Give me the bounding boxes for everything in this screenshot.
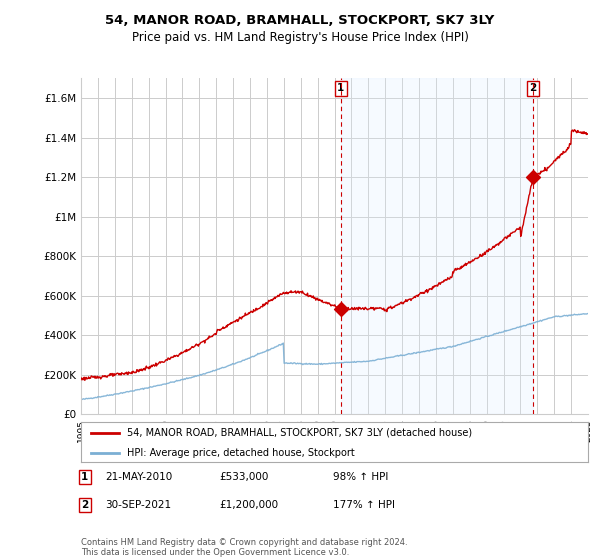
Bar bbox=[341, 78, 533, 414]
Text: 21-MAY-2010: 21-MAY-2010 bbox=[105, 472, 172, 482]
Point bbox=[336, 305, 346, 314]
Text: 177% ↑ HPI: 177% ↑ HPI bbox=[333, 500, 395, 510]
Text: 2: 2 bbox=[529, 83, 536, 94]
Text: 98% ↑ HPI: 98% ↑ HPI bbox=[333, 472, 388, 482]
Text: 54, MANOR ROAD, BRAMHALL, STOCKPORT, SK7 3LY: 54, MANOR ROAD, BRAMHALL, STOCKPORT, SK7… bbox=[106, 14, 494, 27]
Text: Price paid vs. HM Land Registry's House Price Index (HPI): Price paid vs. HM Land Registry's House … bbox=[131, 31, 469, 44]
Text: £533,000: £533,000 bbox=[219, 472, 268, 482]
Text: 1: 1 bbox=[337, 83, 344, 94]
Point bbox=[528, 172, 538, 181]
Text: 30-SEP-2021: 30-SEP-2021 bbox=[105, 500, 171, 510]
Text: 2: 2 bbox=[81, 500, 88, 510]
Text: 54, MANOR ROAD, BRAMHALL, STOCKPORT, SK7 3LY (detached house): 54, MANOR ROAD, BRAMHALL, STOCKPORT, SK7… bbox=[127, 428, 472, 438]
Text: Contains HM Land Registry data © Crown copyright and database right 2024.
This d: Contains HM Land Registry data © Crown c… bbox=[81, 538, 407, 557]
Text: £1,200,000: £1,200,000 bbox=[219, 500, 278, 510]
Text: HPI: Average price, detached house, Stockport: HPI: Average price, detached house, Stoc… bbox=[127, 448, 355, 458]
Text: 1: 1 bbox=[81, 472, 88, 482]
